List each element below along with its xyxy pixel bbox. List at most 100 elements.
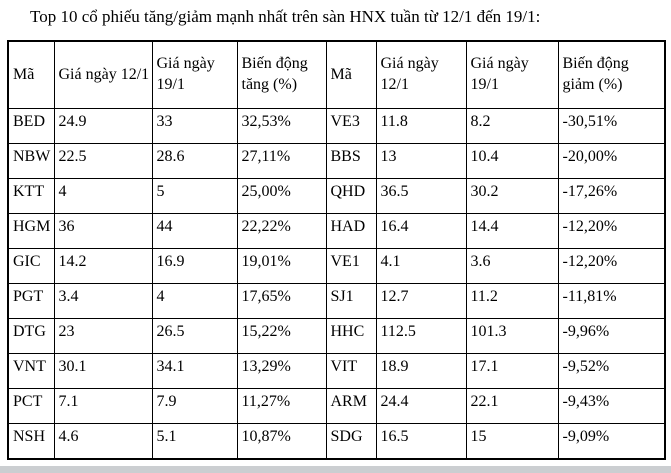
loss-price-12-cell: 36.5 [375, 178, 467, 214]
loss-code-cell: SDG [325, 423, 377, 460]
loss-price-12-cell: 18.9 [375, 353, 467, 389]
loss-change-cell: -9,09% [557, 423, 666, 460]
loss-price-19-cell: 15 [465, 423, 559, 460]
loss-code-cell: SJ1 [325, 283, 377, 319]
gain-price-12-cell: 3.4 [53, 283, 153, 319]
loss-change-cell: -30,51% [557, 108, 666, 144]
top10-stocks-table: Mã Giá ngày 12/1 Giá ngày 19/1 Biến động… [7, 40, 666, 460]
header-gain-price-19: Giá ngày 19/1 [151, 40, 238, 109]
gain-change-cell: 10,87% [236, 423, 327, 460]
loss-code-cell: HHC [325, 318, 377, 354]
loss-change-cell: -11,81% [557, 283, 666, 319]
loss-code-cell: BBS [325, 143, 377, 179]
loss-change-cell: -9,52% [557, 353, 666, 389]
loss-code-cell: HAD [325, 213, 377, 249]
loss-price-12-cell: 24.4 [375, 388, 467, 424]
loss-price-12-cell: 12.7 [375, 283, 467, 319]
gain-code-cell: PGT [7, 283, 55, 319]
gain-code-cell: NSH [7, 423, 55, 460]
loss-change-cell: -20,00% [557, 143, 666, 179]
header-gain-code: Mã [7, 40, 55, 109]
gain-code-cell: GIC [7, 248, 55, 284]
loss-price-12-cell: 112.5 [375, 318, 467, 354]
gain-price-19-cell: 5 [151, 178, 238, 214]
header-loss-price-19: Giá ngày 19/1 [465, 40, 559, 109]
gain-code-cell: VNT [7, 353, 55, 389]
loss-price-19-cell: 8.2 [465, 108, 559, 144]
gain-change-cell: 13,29% [236, 353, 327, 389]
gain-price-12-cell: 14.2 [53, 248, 153, 284]
loss-change-cell: -9,43% [557, 388, 666, 424]
table-row: PCT 7.1 7.9 11,27% ARM 24.4 22.1 -9,43% [7, 388, 666, 424]
loss-code-cell: ARM [325, 388, 377, 424]
gain-code-cell: KTT [7, 178, 55, 214]
gain-price-12-cell: 7.1 [53, 388, 153, 424]
loss-price-19-cell: 3.6 [465, 248, 559, 284]
gain-change-cell: 32,53% [236, 108, 327, 144]
gain-price-19-cell: 26.5 [151, 318, 238, 354]
gain-price-19-cell: 44 [151, 213, 238, 249]
table-row: NBW 22.5 28.6 27,11% BBS 13 10.4 -20,00% [7, 143, 666, 179]
loss-change-cell: -17,26% [557, 178, 666, 214]
loss-code-cell: VIT [325, 353, 377, 389]
table-row: NSH 4.6 5.1 10,87% SDG 16.5 15 -9,09% [7, 423, 666, 460]
gain-change-cell: 19,01% [236, 248, 327, 284]
table-row: PGT 3.4 4 17,65% SJ1 12.7 11.2 -11,81% [7, 283, 666, 319]
gain-price-12-cell: 24.9 [53, 108, 153, 144]
loss-price-12-cell: 16.5 [375, 423, 467, 460]
loss-price-12-cell: 4.1 [375, 248, 467, 284]
loss-price-19-cell: 30.2 [465, 178, 559, 214]
header-gain-change: Biến động tăng (%) [236, 40, 327, 109]
bottom-edge-strip [0, 466, 671, 473]
table-row: BED 24.9 33 32,53% VE3 11.8 8.2 -30,51% [7, 108, 666, 144]
gain-price-19-cell: 4 [151, 283, 238, 319]
page-title: Top 10 cổ phiếu tăng/giảm mạnh nhất trên… [30, 7, 541, 26]
gain-change-cell: 25,00% [236, 178, 327, 214]
header-loss-code: Mã [325, 40, 377, 109]
loss-price-19-cell: 22.1 [465, 388, 559, 424]
loss-change-cell: -12,20% [557, 248, 666, 284]
header-loss-change: Biến động giảm (%) [557, 40, 666, 109]
loss-price-19-cell: 11.2 [465, 283, 559, 319]
gain-price-19-cell: 33 [151, 108, 238, 144]
loss-change-cell: -9,96% [557, 318, 666, 354]
gain-code-cell: PCT [7, 388, 55, 424]
gain-change-cell: 15,22% [236, 318, 327, 354]
loss-change-cell: -12,20% [557, 213, 666, 249]
gain-price-19-cell: 5.1 [151, 423, 238, 460]
loss-price-19-cell: 14.4 [465, 213, 559, 249]
loss-code-cell: VE3 [325, 108, 377, 144]
gain-price-19-cell: 7.9 [151, 388, 238, 424]
header-loss-price-12: Giá ngày 12/1 [375, 40, 467, 109]
loss-price-19-cell: 17.1 [465, 353, 559, 389]
loss-price-12-cell: 13 [375, 143, 467, 179]
gain-code-cell: DTG [7, 318, 55, 354]
gain-price-12-cell: 4.6 [53, 423, 153, 460]
loss-code-cell: VE1 [325, 248, 377, 284]
table-body: BED 24.9 33 32,53% VE3 11.8 8.2 -30,51% … [7, 108, 666, 460]
loss-price-12-cell: 16.4 [375, 213, 467, 249]
gain-change-cell: 22,22% [236, 213, 327, 249]
gain-price-12-cell: 36 [53, 213, 153, 249]
table-row: GIC 14.2 16.9 19,01% VE1 4.1 3.6 -12,20% [7, 248, 666, 284]
table-row: HGM 36 44 22,22% HAD 16.4 14.4 -12,20% [7, 213, 666, 249]
gain-code-cell: NBW [7, 143, 55, 179]
loss-price-19-cell: 10.4 [465, 143, 559, 179]
gain-change-cell: 11,27% [236, 388, 327, 424]
gain-price-12-cell: 23 [53, 318, 153, 354]
gain-code-cell: HGM [7, 213, 55, 249]
gain-change-cell: 27,11% [236, 143, 327, 179]
gain-price-12-cell: 22.5 [53, 143, 153, 179]
table-row: KTT 4 5 25,00% QHD 36.5 30.2 -17,26% [7, 178, 666, 214]
loss-price-19-cell: 101.3 [465, 318, 559, 354]
table-row: VNT 30.1 34.1 13,29% VIT 18.9 17.1 -9,52… [7, 353, 666, 389]
table-header-row: Mã Giá ngày 12/1 Giá ngày 19/1 Biến động… [7, 40, 666, 109]
gain-price-19-cell: 34.1 [151, 353, 238, 389]
table-row: DTG 23 26.5 15,22% HHC 112.5 101.3 -9,96… [7, 318, 666, 354]
loss-price-12-cell: 11.8 [375, 108, 467, 144]
gain-price-12-cell: 4 [53, 178, 153, 214]
loss-code-cell: QHD [325, 178, 377, 214]
gain-price-12-cell: 30.1 [53, 353, 153, 389]
gain-change-cell: 17,65% [236, 283, 327, 319]
gain-price-19-cell: 28.6 [151, 143, 238, 179]
